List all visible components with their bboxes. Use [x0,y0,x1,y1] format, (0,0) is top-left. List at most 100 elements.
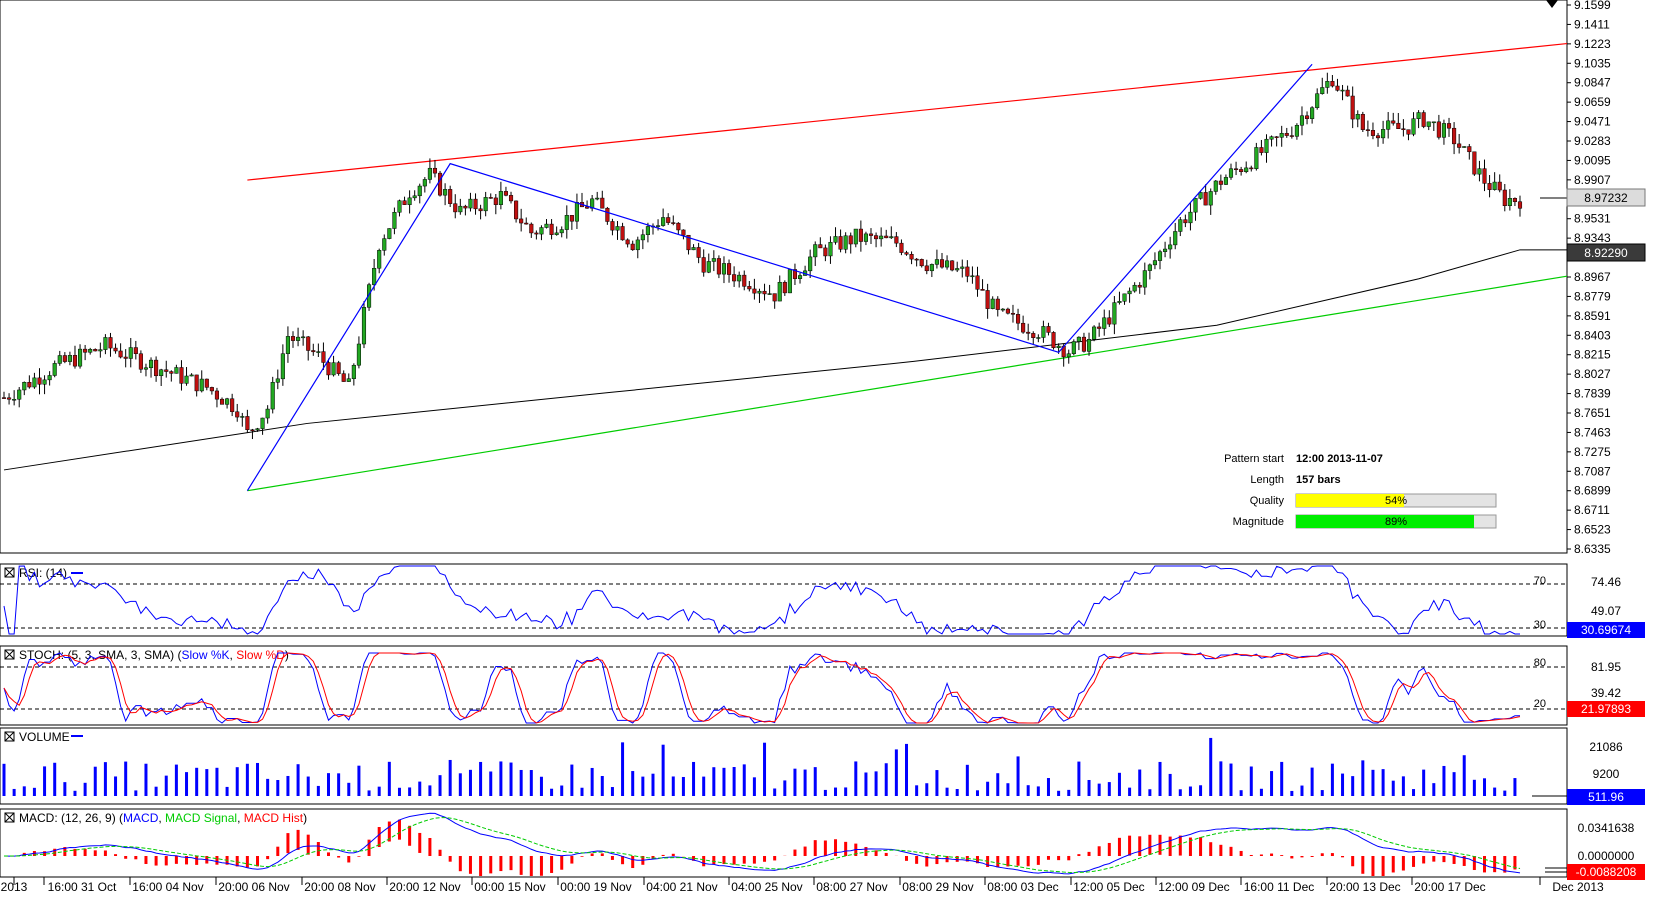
macd-hist-bar [53,848,57,856]
macd-hist-bar [1046,856,1050,860]
macd-hist-bar [1087,851,1091,856]
volume-bar [1341,773,1345,796]
candle-body [1127,290,1132,295]
candle-body [990,298,995,309]
candle-body [1254,147,1259,169]
macd-hist-bar [235,856,239,867]
macd-hist-bar [1442,856,1446,863]
volume-bar [93,766,97,796]
volume-bar [1401,776,1405,796]
volume-bar [235,767,239,796]
candle-body [478,208,483,212]
candle-body [311,350,316,353]
candle-body [1360,114,1365,130]
candle-body [1269,136,1274,140]
candle-body [828,242,833,257]
volume-bar [1442,765,1446,796]
volume-bar [712,767,716,796]
volume-bar [448,759,452,796]
candle-body [671,222,676,224]
volume-bar [53,762,57,796]
volume-bar [185,772,189,796]
candle-body [123,356,128,359]
candle-body [945,260,950,268]
macd-hist-bar [164,856,168,866]
candle-body [1355,114,1360,120]
macd-hist-bar [83,848,87,856]
volume-bar [692,761,696,796]
macd-hist-bar [1462,856,1466,866]
candle-body [427,167,432,180]
ma-value-label: 8.92290 [1584,246,1628,260]
macd-hist-bar [1158,834,1162,855]
stoch-last-value: 21.97893 [1581,702,1631,716]
candle-body [321,351,326,363]
macd-hist-bar [1249,854,1253,856]
candle-body [260,417,265,429]
candle-body [1086,339,1092,352]
candle-body [437,172,443,196]
macd-line-label: MACD [123,811,159,825]
macd-hist-bar [975,856,979,864]
price-tick-label: 8.8779 [1574,289,1611,303]
volume-bar [1462,755,1466,796]
rsi-last-value: 30.69674 [1581,623,1631,637]
macd-hist-bar [1472,856,1476,871]
macd-hist-bar [1391,856,1395,873]
volume-bar [550,788,554,796]
volume-bar [1290,790,1294,796]
candle-body [656,225,661,227]
macd-hist-bar [1036,856,1040,865]
candle-body [1010,312,1016,315]
candle-body [1021,322,1026,333]
time-tick-label: 04:00 21 Nov [646,880,717,894]
candle-body [417,185,422,197]
candle-body [32,377,37,388]
candle-body [245,416,250,430]
candle-body [1421,112,1426,127]
candle-body [914,258,919,261]
time-tick-label: 04:00 25 Nov [731,880,802,894]
macd-hist-bar [844,841,848,856]
scroll-indicator-icon[interactable] [1546,0,1558,8]
candle-body [818,244,823,249]
candle-body [67,355,72,362]
candle-body [1472,151,1477,175]
candle-body [879,235,884,240]
candle-body [782,281,787,294]
volume-bar [813,767,817,796]
macd-hist-bar [1361,856,1365,874]
macd-hist-bar [1148,834,1152,855]
candle-body [1264,138,1269,153]
macd-hist-bar [884,852,888,856]
candle-body [645,226,650,235]
macd-hist-bar [955,856,959,862]
candle-body [503,191,509,196]
candle-body [1081,336,1087,352]
volume-bar [722,767,726,796]
macd-hist-bar [347,856,351,863]
volume-bar [539,776,543,796]
volume-bar [266,778,270,796]
volume-bar [225,786,229,796]
macd-hist-bar [499,856,503,872]
candle-body [1330,81,1335,87]
volume-bar [134,790,138,796]
candlestick-layer [1,72,1523,440]
macd-hist-bar [570,856,574,864]
macd-hist-bar [1188,837,1192,856]
candle-body [270,382,275,410]
volume-bar [823,789,827,796]
candle-body [72,355,78,367]
volume-bar [1280,761,1284,796]
volume-bar [560,785,564,796]
volume-bar [387,761,391,796]
candle-body [904,252,909,255]
macd-hist-bar [296,829,300,850]
macd-tick-zero: 0.0000000 [1578,849,1635,863]
candle-body [468,198,473,209]
price-tick-label: 8.8215 [1574,348,1611,362]
candle-body [1112,302,1117,325]
volume-title: VOLUME [19,730,70,744]
candle-body [1492,181,1497,190]
